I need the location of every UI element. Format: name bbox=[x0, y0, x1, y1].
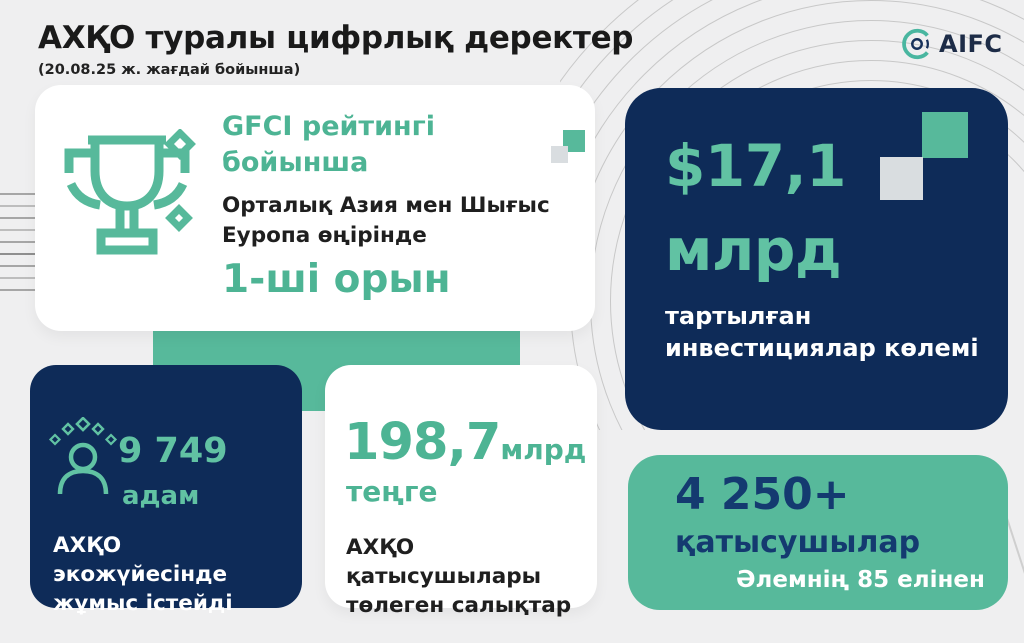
taxes-value: 198,7 bbox=[344, 413, 501, 472]
page-subtitle: (20.08.25 ж. жағдай бойынша) bbox=[38, 62, 301, 78]
teal-square bbox=[922, 112, 968, 158]
gfci-heading: GFCI рейтингі бойынша bbox=[222, 111, 436, 178]
aifc-logo-text: AIFC bbox=[939, 30, 1003, 58]
taxes-card: 198,7 млрд теңге АХҚО қатысушылары төлег… bbox=[325, 365, 597, 618]
line-stack-decoration bbox=[0, 193, 42, 295]
investments-card: $17,1 млрд тартылған инвестициялар көлем… bbox=[625, 88, 1008, 430]
page-title: АХҚО туралы цифрлық деректер bbox=[38, 20, 634, 56]
teal-square bbox=[563, 130, 585, 152]
investments-value: $17,1 млрд bbox=[665, 132, 846, 285]
taxes-value-unit: млрд bbox=[500, 433, 587, 466]
participants-value: 4 250+ bbox=[675, 469, 850, 520]
taxes-unit: теңге bbox=[346, 475, 438, 508]
taxes-value-row: 198,7 млрд bbox=[344, 413, 586, 472]
participants-caption: Әлемнің 85 елінен bbox=[736, 567, 985, 593]
participants-card: 4 250+ қатысушылар Әлемнің 85 елінен bbox=[628, 455, 1008, 610]
people-unit: адам bbox=[122, 481, 200, 511]
aifc-logo-icon bbox=[900, 27, 934, 61]
aifc-logo: AIFC bbox=[900, 27, 1003, 61]
gfci-rank-text: 1-ші орын bbox=[222, 257, 451, 302]
people-caption: АХҚО экожүйесінде жұмыс істейді bbox=[53, 533, 233, 617]
person-sparkles-icon bbox=[43, 417, 123, 497]
gfci-region-text: Орталық Азия мен Шығыс Еуропа өңірінде bbox=[222, 193, 550, 248]
trophy-icon bbox=[55, 129, 205, 257]
gray-square bbox=[551, 146, 568, 163]
people-value: 9 749 bbox=[118, 431, 228, 471]
participants-label: қатысушылар bbox=[675, 525, 921, 560]
gray-square bbox=[880, 157, 923, 200]
people-card: 9 749 адам АХҚО экожүйесінде жұмыс істей… bbox=[30, 365, 302, 616]
taxes-caption: АХҚО қатысушылары төлеген салықтар bbox=[346, 535, 572, 619]
gfci-rating-card: GFCI рейтингі бойынша Орталық Азия мен Ш… bbox=[35, 85, 595, 331]
investments-caption: тартылған инвестициялар көлемі bbox=[665, 302, 979, 363]
